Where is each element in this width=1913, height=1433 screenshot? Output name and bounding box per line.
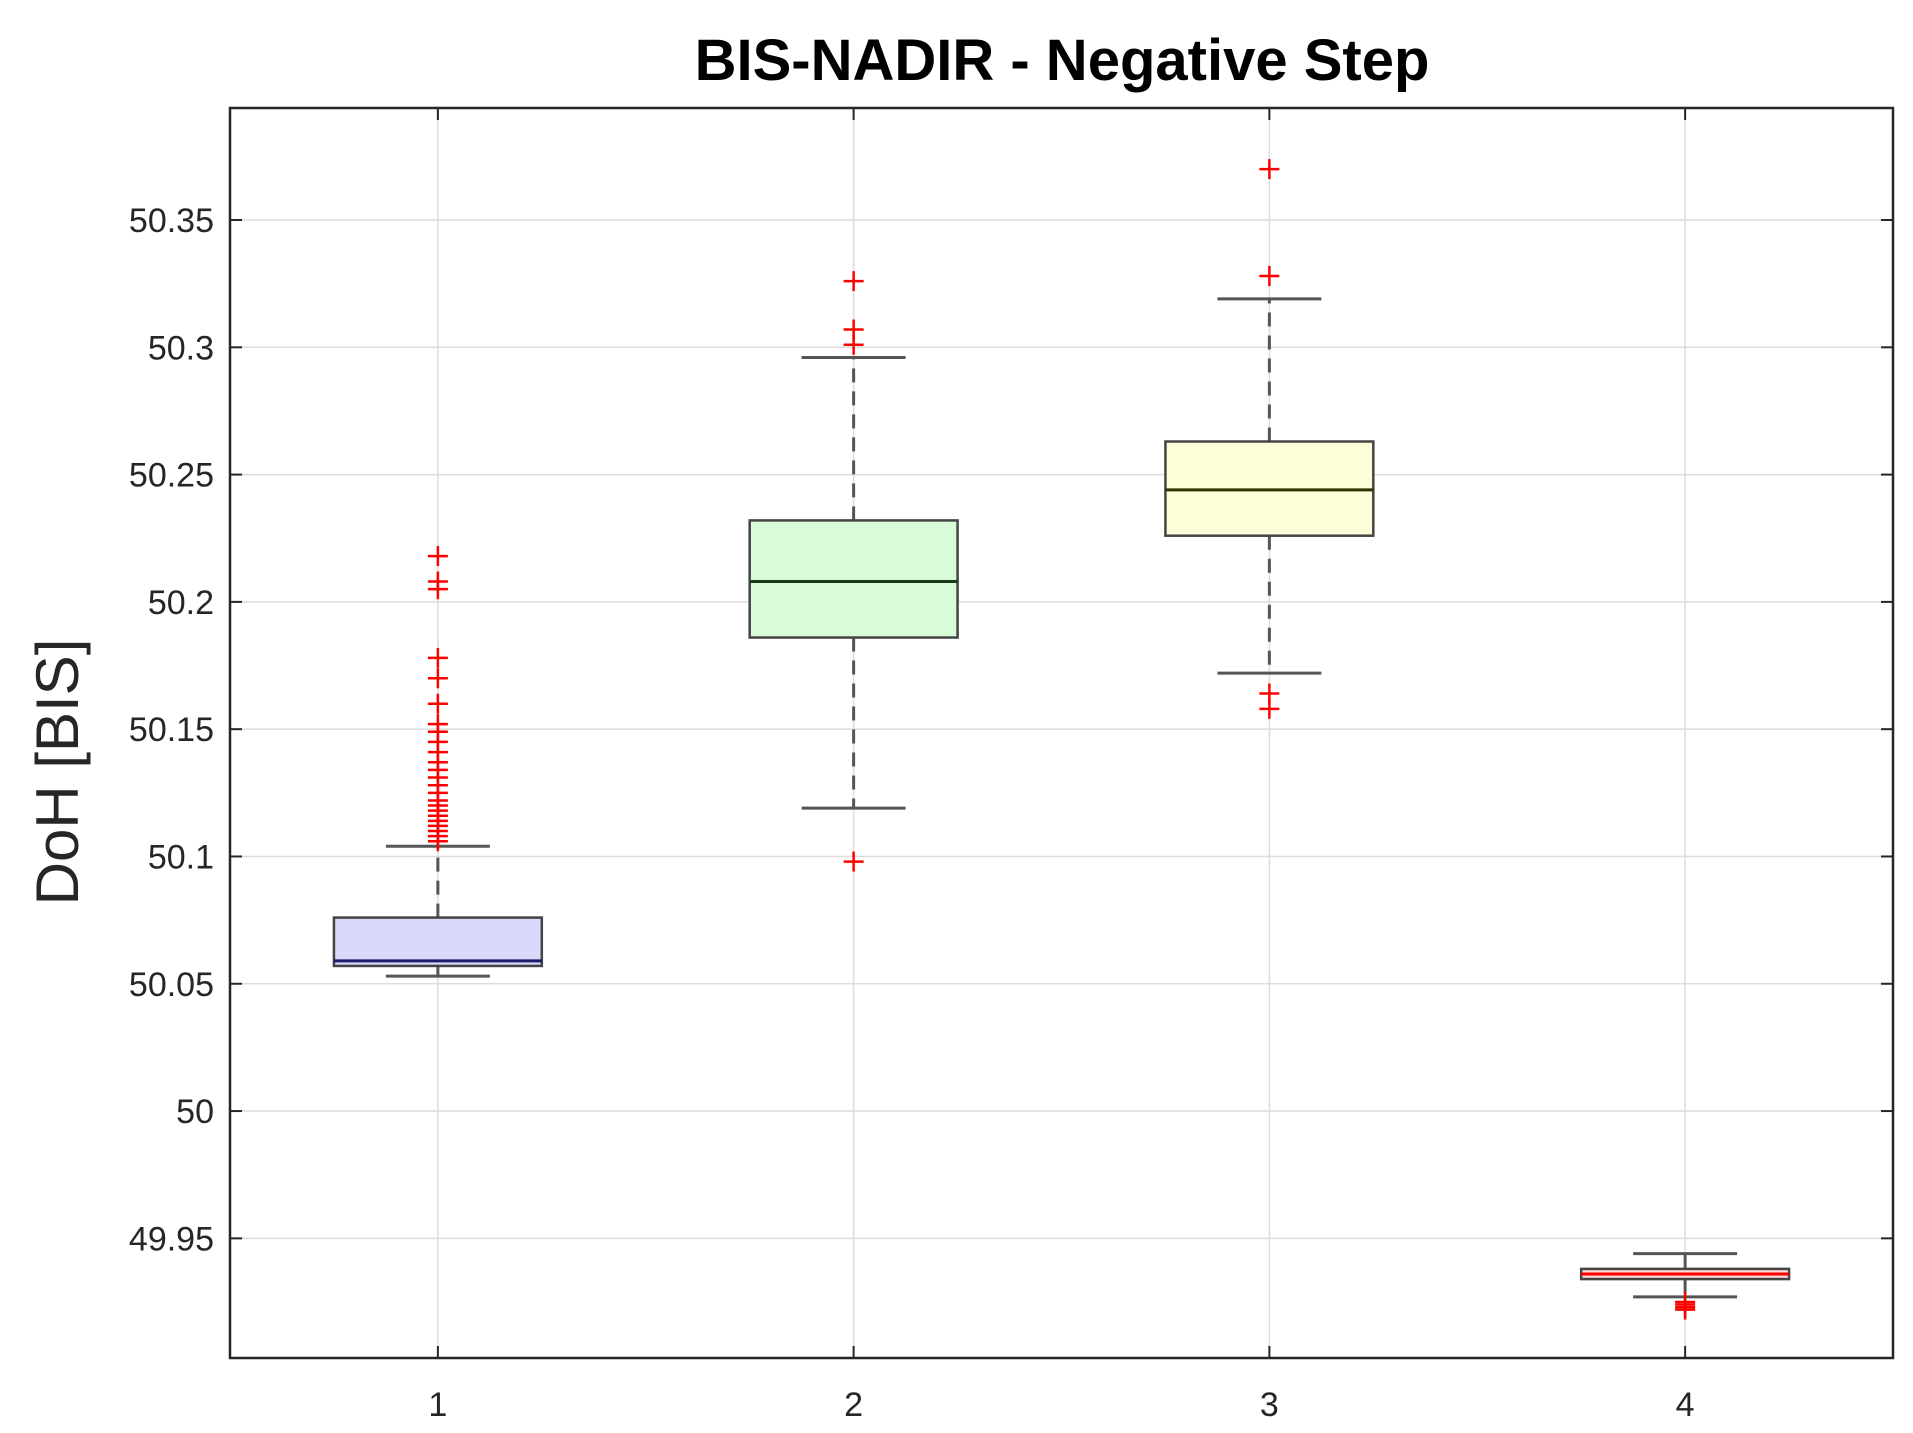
y-tick-label: 50.35	[129, 202, 214, 240]
x-tick-label: 3	[1260, 1386, 1279, 1424]
y-tick-label: 50.15	[129, 711, 214, 749]
box-group-4	[1579, 1252, 1791, 1320]
box-group-3	[1164, 159, 1375, 719]
box	[332, 916, 544, 968]
outlier-point	[1675, 1291, 1696, 1312]
outlier-point	[427, 571, 448, 592]
y-tick-label: 50	[176, 1093, 214, 1131]
y-tick-label: 50.3	[148, 329, 214, 367]
outlier-point	[427, 714, 448, 735]
y-tick-label: 50.25	[129, 457, 214, 495]
box-group-1	[332, 546, 544, 978]
x-tick-label: 2	[844, 1386, 863, 1424]
outlier-point	[1259, 266, 1280, 287]
x-tick-label: 1	[428, 1386, 447, 1424]
outlier-point	[427, 668, 448, 689]
y-tick-label: 50.2	[148, 584, 214, 622]
box-group-2	[748, 271, 959, 872]
outlier-point	[427, 546, 448, 567]
axes: 49.95 50 50.05 50.1 50.15 50.2 50.25 50.3 50.35 1…	[129, 106, 1895, 1424]
y-tick-label: 49.95	[129, 1220, 214, 1258]
outlier-point	[843, 319, 864, 340]
outlier-point	[843, 851, 864, 872]
x-tick-label: 4	[1676, 1386, 1695, 1424]
outlier-point	[427, 693, 448, 714]
y-axis-label: DoH [BIS]	[24, 639, 91, 906]
chart-title: BIS-NADIR - Negative Step	[695, 28, 1430, 93]
outlier-point	[427, 647, 448, 668]
y-tick-label: 50.1	[148, 838, 214, 876]
plot-frame	[228, 106, 1895, 1360]
outlier-point	[1259, 159, 1280, 180]
box-layer	[332, 159, 1791, 1320]
outlier-point	[1259, 683, 1280, 704]
outlier-point	[843, 271, 864, 292]
grid-lines	[230, 108, 1893, 1358]
y-tick-label: 50.05	[129, 966, 214, 1004]
box	[748, 519, 959, 639]
